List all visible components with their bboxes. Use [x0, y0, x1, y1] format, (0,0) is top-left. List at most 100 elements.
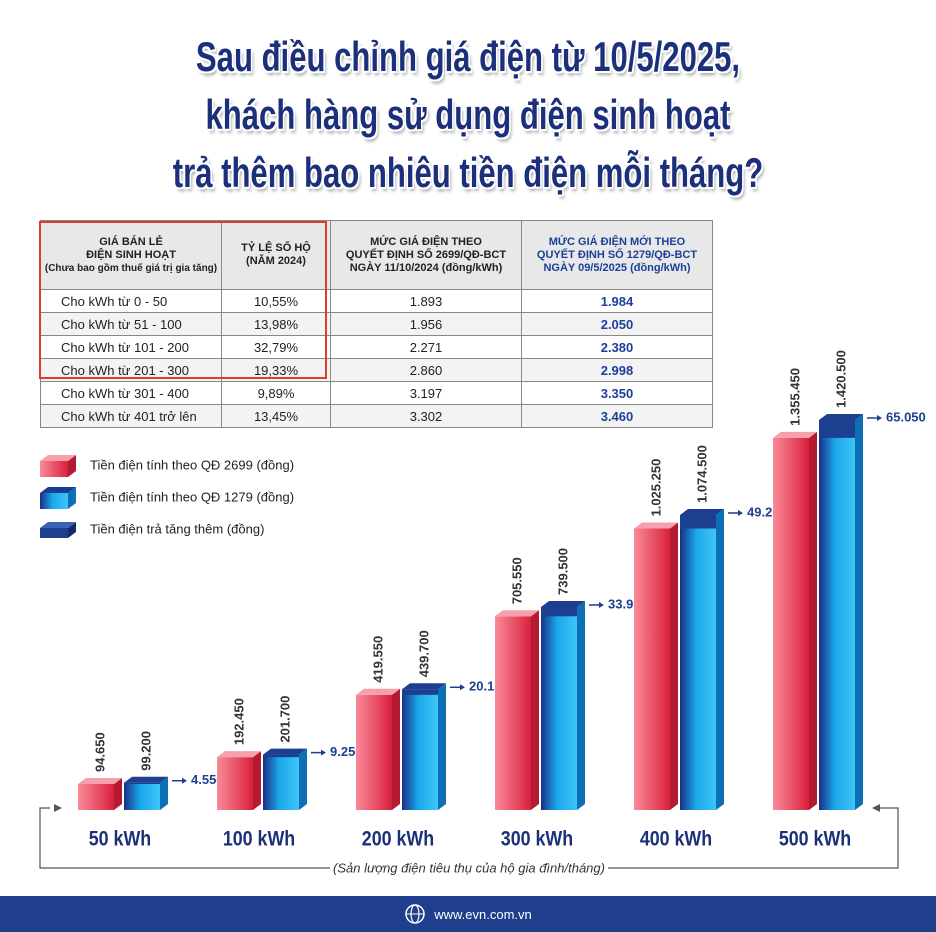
bar-new-top	[263, 748, 307, 755]
bar-increase	[402, 689, 438, 695]
table-row: Cho kWh từ 301 - 400 9,89% 3.197 3.350	[40, 381, 713, 405]
header-row: GIÁ BÁN LẺ ĐIỆN SINH HOẠT (Chưa bao gồm th…	[40, 220, 713, 290]
title-line: khách hàng sử dụng điện sinh hoạt	[205, 91, 731, 138]
bar-old	[634, 528, 670, 810]
header-line: TỶ LỆ SỐ HỘ	[241, 242, 311, 254]
header-line: GIÁ BÁN LẺ	[99, 235, 163, 248]
increase-label: 65.050	[886, 409, 926, 424]
bar-old-top	[495, 610, 539, 617]
bar-old-side	[670, 522, 678, 810]
value-label: 192.450	[231, 698, 246, 745]
bar-old	[217, 757, 253, 810]
legend-swatch-side	[68, 487, 76, 509]
bar-increase	[819, 420, 855, 438]
header-line: MỨC GIÁ ĐIỆN MỚI THEO	[548, 235, 686, 248]
bar-old-top	[217, 751, 261, 758]
bar-old-side	[392, 688, 400, 810]
bar-new-side	[160, 776, 168, 810]
bar-old	[78, 784, 114, 810]
legend-swatch	[40, 493, 68, 509]
increase-arrow	[599, 601, 604, 608]
table-cell: 13,45%	[221, 404, 331, 428]
price-table: GIÁ BÁN LẺ ĐIỆN SINH HOẠT (Chưa bao gồm th…	[40, 220, 713, 428]
table-cell: 10,55%	[221, 289, 331, 313]
legend-swatch-side	[68, 455, 76, 477]
bar-old	[356, 694, 392, 810]
x-tick-label: 400 kWh	[640, 827, 712, 851]
bar-old-side	[114, 778, 122, 810]
legend-swatch	[40, 528, 68, 538]
bar-increase	[263, 754, 299, 758]
header-line: NGÀY 11/10/2024 (đồng/kWh)	[349, 261, 503, 274]
bar-new	[819, 420, 855, 810]
table-cell: 3.350	[521, 381, 713, 405]
value-label: 94.650	[92, 732, 107, 772]
increase-arrow	[877, 415, 882, 421]
table-row: Cho kWh từ 51 - 100 13,98% 1.956 2.050	[40, 312, 713, 336]
title-line: trả thêm bao nhiêu tiền điện mỗi tháng?	[172, 149, 764, 196]
header-line: (NĂM 2024)	[246, 255, 306, 267]
bar-old-top	[634, 522, 678, 529]
table-cell: 3.197	[330, 381, 522, 405]
header-line: (Chưa bao gồm thuế giá trị gia tăng)	[44, 262, 218, 274]
bar-new-top	[541, 600, 585, 607]
bar-increase	[541, 606, 577, 617]
header-line: MỨC GIÁ ĐIỆN THEO	[370, 235, 482, 248]
bar-new-top	[124, 776, 168, 783]
bar-new	[541, 606, 577, 810]
table-cell: 2.998	[521, 358, 713, 382]
legend-swatch-top	[40, 455, 76, 461]
table-cell: 1.956	[330, 312, 522, 336]
bar-new-side	[438, 683, 446, 810]
bar-old-side	[253, 751, 261, 810]
bracket	[39, 807, 899, 869]
table-cell: 1.893	[330, 289, 522, 313]
bar-old	[773, 437, 809, 810]
table-cell: Cho kWh từ 401 trở lên	[40, 404, 222, 428]
value-label: 739.500	[555, 548, 570, 595]
x-tick-label: 50 kWh	[89, 827, 151, 851]
bar-new	[402, 689, 438, 810]
increase-arrow	[460, 684, 465, 691]
x-tick-label: 300 kWh	[501, 827, 573, 851]
legend-swatch	[40, 461, 68, 477]
bar-old-side	[809, 431, 817, 810]
bar-new-top	[680, 508, 724, 515]
table-cell: 2.050	[521, 312, 713, 336]
value-label: 419.550	[370, 636, 385, 683]
value-label: 99.200	[138, 731, 153, 771]
legend-swatch-top	[40, 522, 76, 528]
value-label: 1.074.500	[694, 445, 709, 503]
x-tick-label: 500 kWh	[779, 827, 851, 851]
footer-url: www.evn.com.vn	[434, 906, 532, 922]
value-label: 1.355.450	[787, 368, 802, 426]
x-tick-label: 200 kWh	[362, 827, 434, 851]
table-row: Cho kWh từ 401 trở lên 13,45% 3.302 3.460	[40, 404, 713, 428]
increase-arrow	[321, 749, 326, 756]
bar-increase	[124, 782, 160, 785]
header-line: ĐIỆN SINH HOẠT	[86, 248, 176, 261]
title: Sau điều chỉnh giá điện từ 10/5/2025, kh…	[0, 28, 936, 202]
table-cell: 1.984	[521, 289, 713, 313]
value-label: 1.025.250	[648, 459, 663, 517]
bar-new-side	[855, 414, 863, 810]
footer: www.evn.com.vn	[0, 896, 936, 932]
table-cell: 2.860	[330, 358, 522, 382]
value-label: 201.700	[277, 696, 292, 743]
bar-old-side	[531, 610, 539, 810]
bar-new-top	[819, 414, 863, 420]
value-label: 1.420.500	[833, 350, 848, 408]
legend-label: Tiền điện trả tăng thêm (đồng)	[90, 521, 264, 536]
globe-icon	[405, 904, 425, 924]
header-line: NGÀY 09/5/2025 (đồng/kWh)	[543, 261, 691, 274]
bar-new-top	[402, 683, 446, 690]
x-axis-label: (Sản lượng điện tiêu thụ của hộ gia đình…	[333, 860, 605, 875]
table-cell: Cho kWh từ 0 - 50	[40, 289, 222, 313]
bar-new-side	[577, 600, 585, 810]
header-line: QUYẾT ĐỊNH SỐ 1279/QĐ-BCT	[536, 248, 698, 261]
header-line: QUYẾT ĐỊNH SỐ 2699/QĐ-BCT	[345, 248, 507, 261]
table-cell: 9,89%	[221, 381, 331, 405]
legend-swatch-side	[68, 522, 76, 538]
